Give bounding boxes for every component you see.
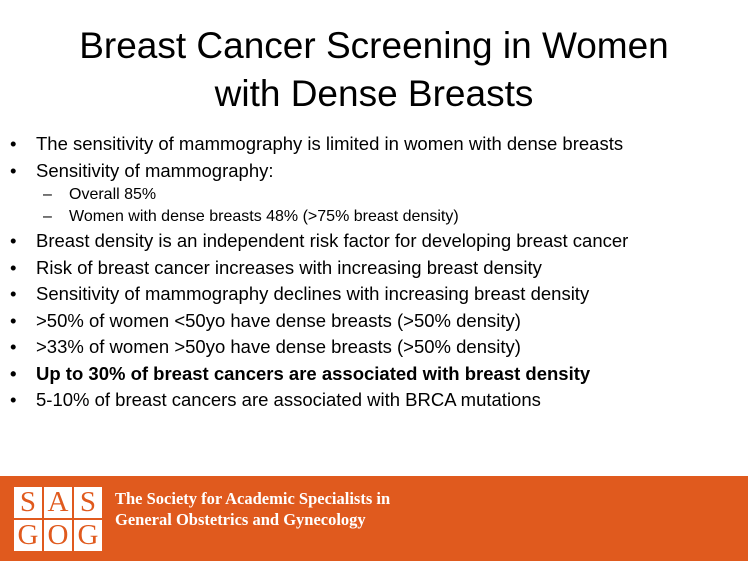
bullet-item-emphasis: • Up to 30% of breast cancers are associa…	[10, 361, 740, 388]
sub-bullet-item: – Overall 85%	[10, 184, 740, 206]
dash-icon: –	[43, 208, 52, 225]
bullet-icon: •	[10, 256, 17, 278]
bullet-list: • The sensitivity of mammography is limit…	[10, 131, 740, 414]
logo-letter: S	[14, 487, 42, 518]
bullet-text: Up to 30% of breast cancers are associat…	[36, 362, 591, 384]
bullet-text: Overall 85%	[69, 186, 157, 203]
dash-icon: –	[43, 186, 52, 203]
bullet-item: • Sensitivity of mammography:	[10, 158, 740, 185]
logo-letter: A	[44, 487, 72, 518]
bullet-icon: •	[10, 133, 17, 154]
logo-letter: G	[74, 520, 102, 551]
logo-letter: S	[74, 487, 102, 518]
bullet-icon: •	[10, 283, 17, 304]
bullet-text: Women with dense breasts 48% (>75% breas…	[69, 208, 459, 225]
bullet-item: • Sensitivity of mammography declines wit…	[10, 281, 740, 308]
title-line-1: Breast Cancer Screening in Women	[79, 25, 669, 66]
bullet-text: The sensitivity of mammography is limite…	[36, 133, 624, 154]
sub-bullet-item: – Women with dense breasts 48% (>75% brea…	[10, 206, 740, 228]
bullet-text: >50% of women <50yo have dense breasts (…	[36, 309, 521, 331]
bullet-text: Risk of breast cancer increases with inc…	[36, 256, 542, 278]
bullet-text: Breast density is an independent risk fa…	[36, 230, 629, 251]
bullet-item: • The sensitivity of mammography is limit…	[10, 131, 740, 158]
bullet-item: • >33% of women >50yo have dense breasts …	[10, 334, 740, 361]
bullet-icon: •	[10, 230, 17, 251]
bullet-item: • Breast density is an independent risk f…	[10, 228, 740, 255]
org-line-1: The Society for Academic Specialists in	[115, 489, 391, 508]
bullet-text: 5-10% of breast cancers are associated w…	[36, 389, 541, 410]
bullet-text: Sensitivity of mammography:	[36, 159, 274, 181]
org-line-2: General Obstetrics and Gynecology	[115, 510, 366, 529]
bullet-icon: •	[10, 159, 17, 181]
logo-letter: O	[44, 520, 72, 551]
bullet-item: • 5-10% of breast cancers are associated …	[10, 387, 740, 414]
bullet-icon: •	[10, 389, 17, 410]
bullet-item: • Risk of breast cancer increases with in…	[10, 255, 740, 282]
bullet-icon: •	[10, 336, 17, 357]
bullet-text: >33% of women >50yo have dense breasts (…	[36, 336, 521, 357]
bullet-icon: •	[10, 362, 17, 384]
bullet-icon: •	[10, 309, 17, 331]
bullet-item: • >50% of women <50yo have dense breasts …	[10, 308, 740, 335]
logo-letter: G	[14, 520, 42, 551]
title-line-2: with Dense Breasts	[214, 73, 534, 114]
sasgog-logo: S A S G O G	[14, 487, 102, 551]
slide-title: Breast Cancer Screening in Women with De…	[0, 22, 748, 118]
organization-name: The Society for Academic Specialists in …	[115, 488, 390, 530]
bullet-text: Sensitivity of mammography declines with…	[36, 283, 590, 304]
footer-banner: S A S G O G The Society for Academic Spe…	[0, 476, 748, 561]
